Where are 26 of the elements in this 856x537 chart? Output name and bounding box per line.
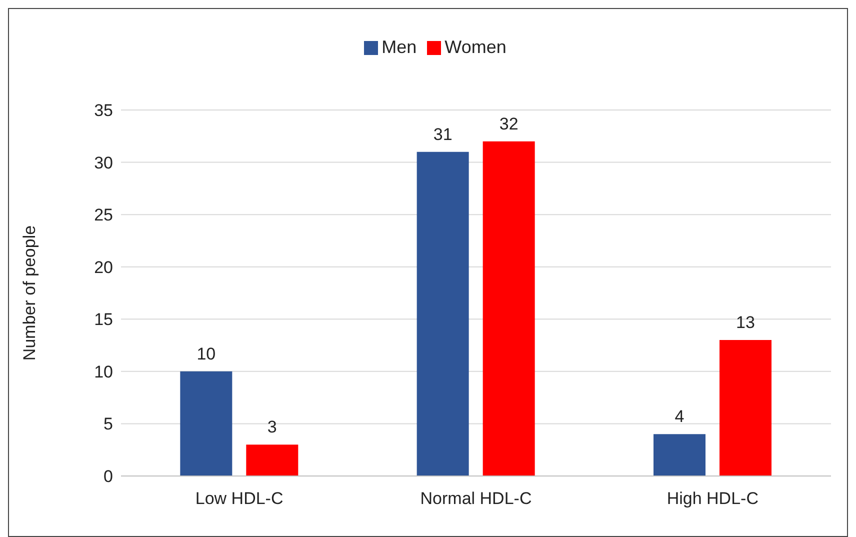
x-tick-label: Low HDL-C xyxy=(195,489,284,508)
y-tick-label: 5 xyxy=(104,414,113,434)
data-label: 31 xyxy=(433,124,452,144)
y-tick-label: 10 xyxy=(94,362,113,382)
y-tick-label: 0 xyxy=(104,467,113,486)
y-tick-label: 35 xyxy=(94,101,113,120)
legend-label: Men xyxy=(382,37,417,57)
legend-label: Women xyxy=(444,37,506,57)
data-label: 4 xyxy=(674,407,684,426)
data-label: 32 xyxy=(499,114,518,134)
y-axis-title: Number of people xyxy=(20,225,40,361)
data-label: 13 xyxy=(736,313,755,332)
y-tick-label: 20 xyxy=(94,258,113,277)
x-tick-label: High HDL-C xyxy=(666,489,758,508)
data-label: 3 xyxy=(267,418,277,437)
bar xyxy=(416,152,469,476)
bar xyxy=(720,340,772,476)
bar xyxy=(654,434,706,476)
y-tick-label: 30 xyxy=(94,153,113,172)
y-tick-label: 25 xyxy=(94,206,113,225)
bar xyxy=(180,371,232,476)
bar xyxy=(482,141,535,476)
x-tick-label: Normal HDL-C xyxy=(420,489,532,508)
y-tick-label: 15 xyxy=(94,310,113,330)
data-label: 10 xyxy=(196,344,216,364)
bar xyxy=(246,444,298,476)
